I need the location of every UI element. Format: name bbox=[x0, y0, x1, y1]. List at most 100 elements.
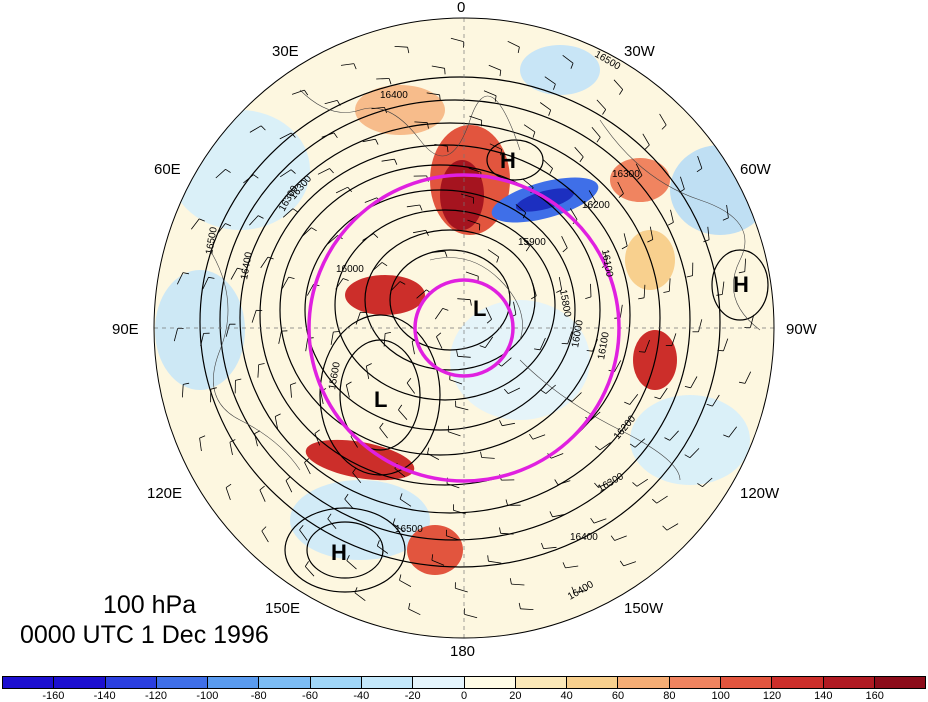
wind-barb-flag bbox=[311, 227, 317, 232]
wind-barb-flag bbox=[384, 107, 387, 114]
wind-barb bbox=[249, 125, 262, 133]
colorbar-swatch bbox=[720, 677, 773, 688]
wind-barb bbox=[750, 314, 755, 328]
wind-barb-flag bbox=[518, 602, 521, 609]
wind-barb bbox=[574, 590, 588, 593]
wind-barb-flag bbox=[199, 435, 206, 439]
wind-barb bbox=[259, 489, 266, 502]
wind-barb bbox=[291, 89, 305, 95]
contour-label: 16300 bbox=[612, 169, 640, 180]
wind-barb bbox=[327, 235, 338, 245]
wind-barb-flag bbox=[703, 239, 710, 243]
wind-barb-flag bbox=[399, 574, 402, 581]
wind-barb bbox=[446, 535, 459, 541]
wind-barb-flag bbox=[379, 422, 384, 429]
contour-label: 16500 bbox=[395, 524, 423, 535]
wind-barb bbox=[523, 124, 536, 133]
wind-barb-flag bbox=[624, 401, 630, 405]
wind-barb-flag bbox=[479, 345, 486, 348]
anomaly-patch bbox=[440, 160, 484, 230]
colorbar-swatch bbox=[515, 677, 568, 688]
wind-barb bbox=[507, 40, 520, 48]
wind-barb-flag bbox=[354, 587, 358, 593]
coastline bbox=[429, 257, 523, 341]
wind-barb-flag bbox=[487, 555, 489, 562]
coastline bbox=[599, 119, 761, 331]
wind-barb-flag bbox=[496, 256, 500, 263]
wind-barb bbox=[570, 208, 578, 220]
colorbar-swatch bbox=[567, 677, 619, 688]
lon-label-120w: 120W bbox=[740, 485, 780, 502]
wind-barb-flag bbox=[425, 230, 429, 236]
wind-barb bbox=[350, 436, 358, 448]
wind-barb bbox=[562, 54, 574, 64]
height-contours bbox=[199, 76, 769, 593]
wind-barb bbox=[532, 283, 537, 296]
wind-barb bbox=[723, 338, 729, 351]
wind-barb bbox=[543, 546, 557, 549]
wind-barb-flag bbox=[260, 125, 266, 131]
wind-barb bbox=[522, 178, 534, 188]
wind-barb-flag bbox=[199, 218, 205, 222]
wind-barb-flag bbox=[304, 458, 310, 463]
wind-barb bbox=[278, 331, 282, 344]
wind-barb bbox=[381, 158, 395, 162]
wind-barb-flag bbox=[183, 382, 190, 385]
wind-barb-flag bbox=[591, 201, 596, 207]
wind-barb-flag bbox=[595, 445, 601, 451]
wind-barb-flag bbox=[590, 517, 595, 524]
wind-barb bbox=[365, 366, 370, 379]
wind-barb-flag bbox=[499, 420, 503, 426]
wind-barb-flag bbox=[596, 136, 601, 143]
wind-barb bbox=[593, 518, 607, 524]
wind-barb-flag bbox=[548, 109, 552, 116]
wind-barb bbox=[362, 138, 376, 143]
coastline bbox=[209, 249, 301, 471]
wind-barb-flag bbox=[654, 396, 661, 400]
wind-barb bbox=[355, 312, 361, 325]
height-contour bbox=[259, 144, 631, 486]
wind-barb-flag bbox=[347, 186, 353, 192]
wind-barb-flag bbox=[210, 387, 217, 390]
wind-barb-flag bbox=[314, 429, 320, 434]
wind-barb bbox=[320, 391, 324, 404]
wind-barb-flag bbox=[427, 447, 430, 454]
wind-barb bbox=[614, 535, 627, 541]
colorbar-tick-label: -40 bbox=[353, 690, 370, 702]
colorbar-tick-label: 40 bbox=[560, 690, 573, 702]
wind-barb bbox=[552, 513, 566, 518]
wind-barb-flag bbox=[346, 381, 352, 386]
wind-barb-flag bbox=[304, 561, 309, 567]
coastline bbox=[519, 359, 681, 481]
valid-time-caption: 0000 UTC 1 Dec 1996 bbox=[20, 621, 269, 649]
wind-barb-flag bbox=[275, 413, 281, 417]
pressure-level-caption: 100 hPa bbox=[103, 591, 197, 619]
wind-barb bbox=[324, 100, 338, 105]
wind-barb bbox=[689, 448, 700, 458]
wind-barb bbox=[596, 99, 606, 110]
wind-barb bbox=[434, 144, 448, 147]
colorbar-swatch bbox=[772, 677, 824, 688]
wind-barb-flag bbox=[541, 542, 544, 549]
wind-barb-flag bbox=[644, 144, 650, 150]
wind-barb-flag bbox=[366, 363, 372, 367]
colorbar-swatch bbox=[361, 677, 414, 688]
colorbar-swatch bbox=[3, 677, 55, 688]
wind-barb bbox=[346, 560, 357, 570]
wind-barb-flag bbox=[253, 174, 259, 179]
colorbar-tick-labels: -160 -140 -120 -100 -80 -60 -40 -20 0 20 40 60 80 100… bbox=[0, 690, 928, 702]
wind-barb bbox=[290, 384, 292, 398]
wind-barb bbox=[282, 208, 294, 218]
wind-barb bbox=[501, 357, 512, 367]
wind-barb-flag bbox=[706, 403, 713, 407]
wind-barb bbox=[571, 392, 582, 402]
wind-barb bbox=[634, 438, 646, 448]
wind-barb bbox=[372, 262, 383, 272]
lon-label-90e: 90E bbox=[112, 321, 139, 338]
wind-barb bbox=[321, 132, 335, 138]
wind-barb-flag bbox=[739, 381, 746, 384]
wind-barb-flag bbox=[517, 46, 520, 53]
wind-barb bbox=[671, 333, 677, 346]
wind-barb-flag bbox=[579, 156, 584, 163]
wind-barb bbox=[464, 614, 478, 619]
